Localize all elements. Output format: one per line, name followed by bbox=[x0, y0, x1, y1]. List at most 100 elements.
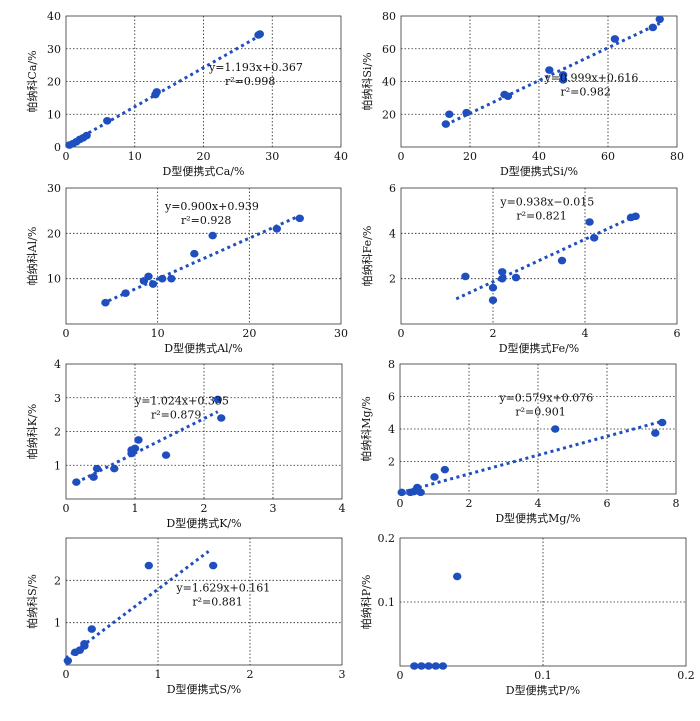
data-point bbox=[92, 464, 102, 473]
data-point bbox=[130, 444, 140, 453]
data-point bbox=[87, 625, 96, 633]
y-tick-label: 0 bbox=[54, 141, 61, 154]
data-point bbox=[103, 117, 112, 125]
x-tick-label: 20 bbox=[197, 150, 211, 163]
x-axis-label: D型便携式S/% bbox=[167, 682, 242, 696]
x-tick-label: 0.2 bbox=[677, 669, 695, 682]
x-tick-label: 30 bbox=[265, 150, 279, 163]
data-point bbox=[424, 662, 433, 670]
y-tick-label: 1 bbox=[54, 459, 61, 472]
y-tick-label: 2 bbox=[54, 574, 61, 587]
x-tick-label: 30 bbox=[334, 327, 348, 340]
data-point bbox=[161, 451, 171, 459]
data-point bbox=[134, 436, 143, 444]
chart-panel: 0 1 2 3 4 1 2 3 4 D型便携式K/% 帕纳科K/% y=1.024x+0.335r²=… bbox=[25, 358, 346, 530]
y-axis-label: 帕纳科S/% bbox=[25, 574, 39, 629]
data-point bbox=[445, 110, 454, 119]
plot-frame bbox=[65, 187, 342, 325]
x-tick-label: 10 bbox=[128, 150, 142, 163]
data-point bbox=[80, 640, 89, 648]
x-tick-label: 40 bbox=[532, 150, 546, 163]
y-tick-label: 8 bbox=[388, 358, 395, 371]
data-point bbox=[217, 414, 226, 422]
data-point bbox=[430, 473, 439, 481]
x-tick-label: 0 bbox=[397, 669, 404, 682]
y-tick-label: 3 bbox=[54, 392, 61, 405]
x-tick-label: 6 bbox=[674, 327, 681, 340]
y-tick-label: 4 bbox=[388, 423, 395, 436]
r-squared-label: r²=0.901 bbox=[515, 406, 565, 419]
x-tick-label: 0 bbox=[398, 150, 405, 163]
y-tick-label: 30 bbox=[47, 182, 61, 195]
data-point bbox=[648, 23, 658, 32]
chart-panel: 0 2 4 6 8 2 4 6 8 D型便携式Mg/% 帕纳科Mg/% y=0.579x+0.076r… bbox=[359, 358, 680, 525]
data-point bbox=[152, 88, 161, 96]
data-point bbox=[585, 218, 594, 226]
x-tick-label: 80 bbox=[670, 150, 684, 163]
data-point bbox=[144, 272, 153, 281]
data-point bbox=[551, 425, 560, 433]
data-point bbox=[295, 214, 304, 223]
data-point bbox=[511, 273, 521, 282]
x-tick-label: 20 bbox=[242, 327, 256, 340]
x-tick-label: 8 bbox=[673, 497, 680, 510]
y-axis-label: 帕纳科K/% bbox=[25, 404, 39, 459]
data-point bbox=[209, 561, 218, 570]
y-tick-label: 4 bbox=[389, 227, 396, 240]
data-point bbox=[438, 662, 448, 670]
x-tick-label: 0 bbox=[63, 327, 70, 340]
r-squared-label: r²=0.928 bbox=[181, 214, 231, 227]
chart-panel: 0 20 40 60 80 20 40 60 80 D型便携式Si/% 帕纳科Si/% y=0.999… bbox=[360, 10, 684, 178]
trend-line bbox=[399, 419, 663, 495]
chart-panel: 0 10 20 30 10 20 30 D型便携式Al/% 帕纳科Al/% y=0.900x+0.… bbox=[25, 182, 348, 355]
data-point bbox=[72, 478, 81, 486]
r-squared-label: r²=0.881 bbox=[192, 595, 242, 608]
x-tick-label: 0 bbox=[398, 327, 405, 340]
data-point bbox=[488, 283, 498, 292]
data-point bbox=[498, 274, 507, 283]
y-tick-label: 20 bbox=[47, 227, 61, 240]
trend-line bbox=[65, 35, 260, 148]
data-point bbox=[167, 274, 176, 283]
regression-equation: y=1.193x+0.367 bbox=[208, 61, 303, 74]
data-point bbox=[488, 296, 498, 305]
x-tick-label: 0 bbox=[63, 668, 70, 681]
data-point bbox=[82, 131, 91, 140]
data-point bbox=[610, 35, 620, 43]
plot-frame bbox=[65, 15, 342, 148]
data-point bbox=[89, 473, 98, 481]
y-tick-label: 10 bbox=[47, 108, 61, 121]
regression-equation: y=0.938x−0.015 bbox=[499, 196, 594, 209]
y-axis-label: 帕纳科Si/% bbox=[360, 52, 374, 110]
regression-equation: y=0.999x+0.616 bbox=[544, 72, 639, 85]
data-point bbox=[417, 662, 426, 670]
data-point bbox=[397, 488, 406, 497]
y-axis-label: 帕纳科Fe/% bbox=[360, 226, 374, 287]
data-point bbox=[148, 280, 158, 288]
data-point bbox=[101, 298, 110, 307]
data-point bbox=[651, 429, 660, 437]
y-tick-label: 2 bbox=[388, 456, 395, 469]
plot-frame bbox=[400, 15, 678, 148]
y-tick-label: 40 bbox=[47, 10, 61, 23]
x-tick-label: 0 bbox=[63, 150, 70, 163]
x-tick-label: 4 bbox=[339, 502, 346, 515]
x-axis-label: D型便携式Fe/% bbox=[499, 341, 580, 355]
x-tick-label: 2 bbox=[247, 668, 254, 681]
x-tick-label: 10 bbox=[151, 327, 165, 340]
y-tick-label: 2 bbox=[54, 426, 61, 439]
data-point bbox=[144, 561, 153, 570]
data-point bbox=[558, 71, 568, 79]
chart-panel: 0 0.1 0.2 0.1 0.2 D型便携式P/% 帕纳科P/% bbox=[359, 532, 695, 697]
data-point bbox=[255, 30, 265, 38]
x-tick-label: 0.1 bbox=[534, 669, 552, 682]
trend-line bbox=[102, 214, 301, 305]
data-point bbox=[441, 120, 451, 128]
x-tick-label: 60 bbox=[601, 150, 615, 163]
data-point bbox=[658, 418, 667, 427]
x-tick-label: 0 bbox=[397, 497, 404, 510]
y-tick-label: 20 bbox=[382, 108, 396, 121]
data-point bbox=[461, 272, 470, 281]
plot-frame bbox=[399, 363, 677, 495]
